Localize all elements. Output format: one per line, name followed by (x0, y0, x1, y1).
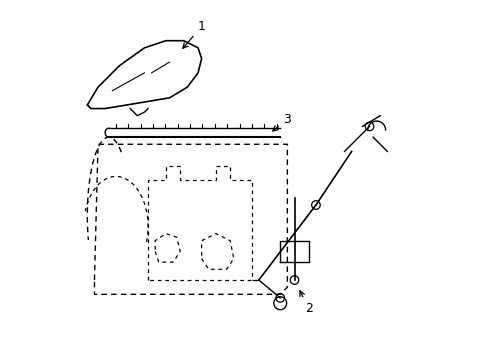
Text: 1: 1 (183, 20, 205, 48)
Text: 3: 3 (272, 113, 291, 131)
Text: 2: 2 (299, 291, 312, 315)
